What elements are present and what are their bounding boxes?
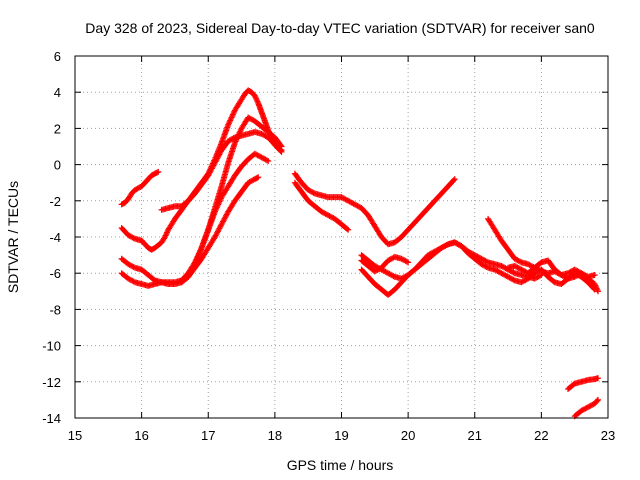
- data-point: [278, 147, 285, 154]
- data-point: [130, 278, 137, 285]
- data-point: [537, 272, 544, 279]
- data-point: [595, 396, 602, 403]
- x-tick-label: 20: [401, 428, 415, 443]
- y-tick-label: -2: [49, 194, 61, 209]
- y-tick-label: 2: [54, 121, 61, 136]
- data-point: [130, 264, 137, 271]
- x-tick-label: 15: [68, 428, 82, 443]
- data-point: [594, 397, 601, 404]
- data-point: [595, 375, 602, 382]
- series-track-g: [291, 170, 458, 248]
- y-tick-label: -14: [42, 411, 61, 426]
- x-tick-label: 16: [134, 428, 148, 443]
- y-tick-label: 6: [54, 49, 61, 64]
- series-track-k: [358, 253, 412, 275]
- data-point: [130, 235, 137, 242]
- data-point: [255, 174, 262, 181]
- data-point: [345, 226, 352, 233]
- data-point: [450, 177, 457, 184]
- data-point: [595, 288, 602, 295]
- series-track-d: [158, 129, 285, 213]
- data-point: [537, 267, 544, 274]
- data-point: [510, 276, 517, 283]
- data-point: [405, 259, 412, 266]
- data-points: [118, 87, 602, 420]
- data-point: [443, 241, 450, 248]
- data-point: [510, 269, 517, 276]
- series-track-b: [118, 87, 285, 253]
- data-point: [265, 157, 272, 164]
- data-point: [451, 176, 458, 183]
- x-tick-label: 19: [334, 428, 348, 443]
- series-track-h: [291, 179, 352, 233]
- data-point: [154, 169, 161, 176]
- y-tick-label: -10: [42, 339, 61, 354]
- data-point: [403, 258, 410, 265]
- series-track-f: [178, 174, 262, 286]
- data-point: [483, 264, 490, 271]
- y-tick-label: -12: [42, 375, 61, 390]
- data-point: [254, 174, 261, 181]
- y-tick-label: 0: [54, 158, 61, 173]
- data-point: [390, 273, 397, 280]
- series-track-j: [358, 239, 598, 298]
- x-tick-label: 17: [201, 428, 215, 443]
- data-point: [310, 189, 317, 196]
- x-tick-label: 18: [268, 428, 282, 443]
- y-tick-label: -4: [49, 230, 61, 245]
- series-track-n: [565, 375, 602, 393]
- y-tick-label: -6: [49, 266, 61, 281]
- data-point: [483, 258, 490, 265]
- data-point: [155, 168, 162, 175]
- y-tick-label: -8: [49, 302, 61, 317]
- series-track-l: [485, 215, 602, 295]
- series-track-m: [505, 257, 598, 280]
- x-axis-title: GPS time / hours: [287, 457, 394, 473]
- data-point: [517, 258, 524, 265]
- series-track-a: [118, 168, 162, 208]
- x-tick-label: 21: [468, 428, 482, 443]
- axis-ticks: 15 16 17 18 19 20 21 22 23 -14 -12 -10 -8 -6 -4 -2 0 2 4 6: [42, 49, 615, 443]
- data-point: [277, 146, 284, 153]
- data-point: [591, 272, 598, 279]
- data-point: [344, 225, 351, 232]
- data-point: [230, 135, 237, 142]
- grid: [75, 56, 608, 418]
- chart-title: Day 328 of 2023, Sidereal Day-to-day VTE…: [85, 20, 595, 36]
- x-tick-label: 22: [534, 428, 548, 443]
- series-track-o: [571, 396, 602, 420]
- series-track-c: [118, 114, 285, 289]
- y-tick-label: 4: [54, 85, 61, 100]
- y-axis-title: SDTVAR / TECUs: [5, 181, 21, 293]
- data-point: [263, 157, 270, 164]
- x-tick-label: 23: [601, 428, 615, 443]
